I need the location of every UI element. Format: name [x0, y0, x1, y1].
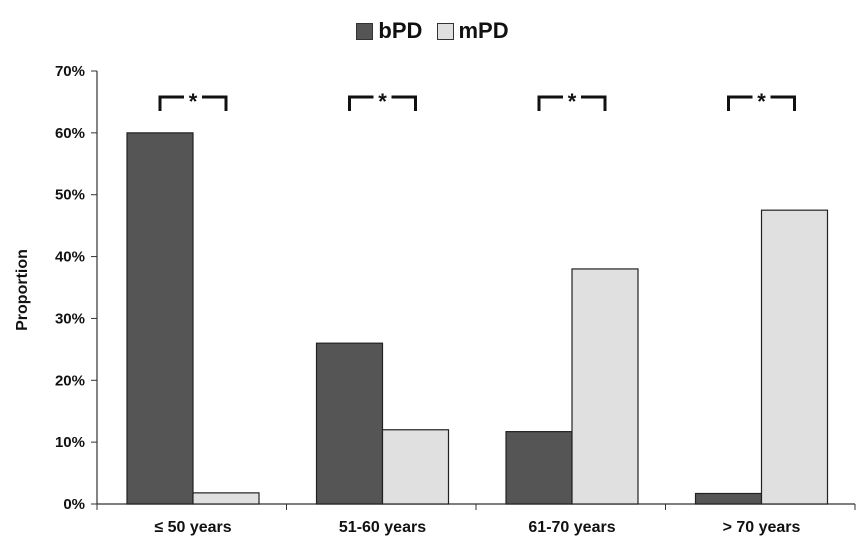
y-tick-label: 40% [55, 249, 85, 266]
significance-bracket [392, 97, 416, 111]
bar-bpd [696, 493, 762, 504]
y-tick-label: 30% [55, 310, 85, 327]
significance-star: * [189, 89, 198, 114]
x-tick-label: ≤ 50 years [154, 519, 231, 536]
plot-area: 0% 10% 20% 30% 40% 50% 60% 70% ≤ 50 years * 51-60 … [55, 63, 855, 536]
significance-bracket [160, 97, 184, 111]
y-axis-label: Proportion [14, 249, 31, 331]
bar-bpd [506, 432, 572, 504]
significance-star: * [568, 89, 577, 114]
bar-bpd [317, 343, 383, 504]
bar-mpd [383, 430, 449, 504]
x-tick-label: > 70 years [723, 519, 801, 536]
y-tick-label: 0% [63, 496, 85, 513]
x-tick-label: 51-60 years [339, 519, 426, 536]
y-tick-label: 20% [55, 372, 85, 389]
significance-bracket [350, 97, 374, 111]
y-tick-label: 10% [55, 434, 85, 451]
bar-mpd [572, 269, 638, 504]
significance-bracket [729, 97, 753, 111]
significance-bracket [539, 97, 563, 111]
significance-bracket [581, 97, 605, 111]
significance-bracket [771, 97, 795, 111]
significance-star: * [757, 89, 766, 114]
bar-mpd [193, 493, 259, 504]
bar-bpd [127, 133, 193, 504]
significance-bracket [202, 97, 226, 111]
y-tick-label: 60% [55, 125, 85, 142]
y-tick-label: 70% [55, 63, 85, 80]
y-tick-label: 50% [55, 187, 85, 204]
significance-star: * [378, 89, 387, 114]
x-tick-label: 61-70 years [528, 519, 615, 536]
bar-mpd [762, 210, 828, 504]
